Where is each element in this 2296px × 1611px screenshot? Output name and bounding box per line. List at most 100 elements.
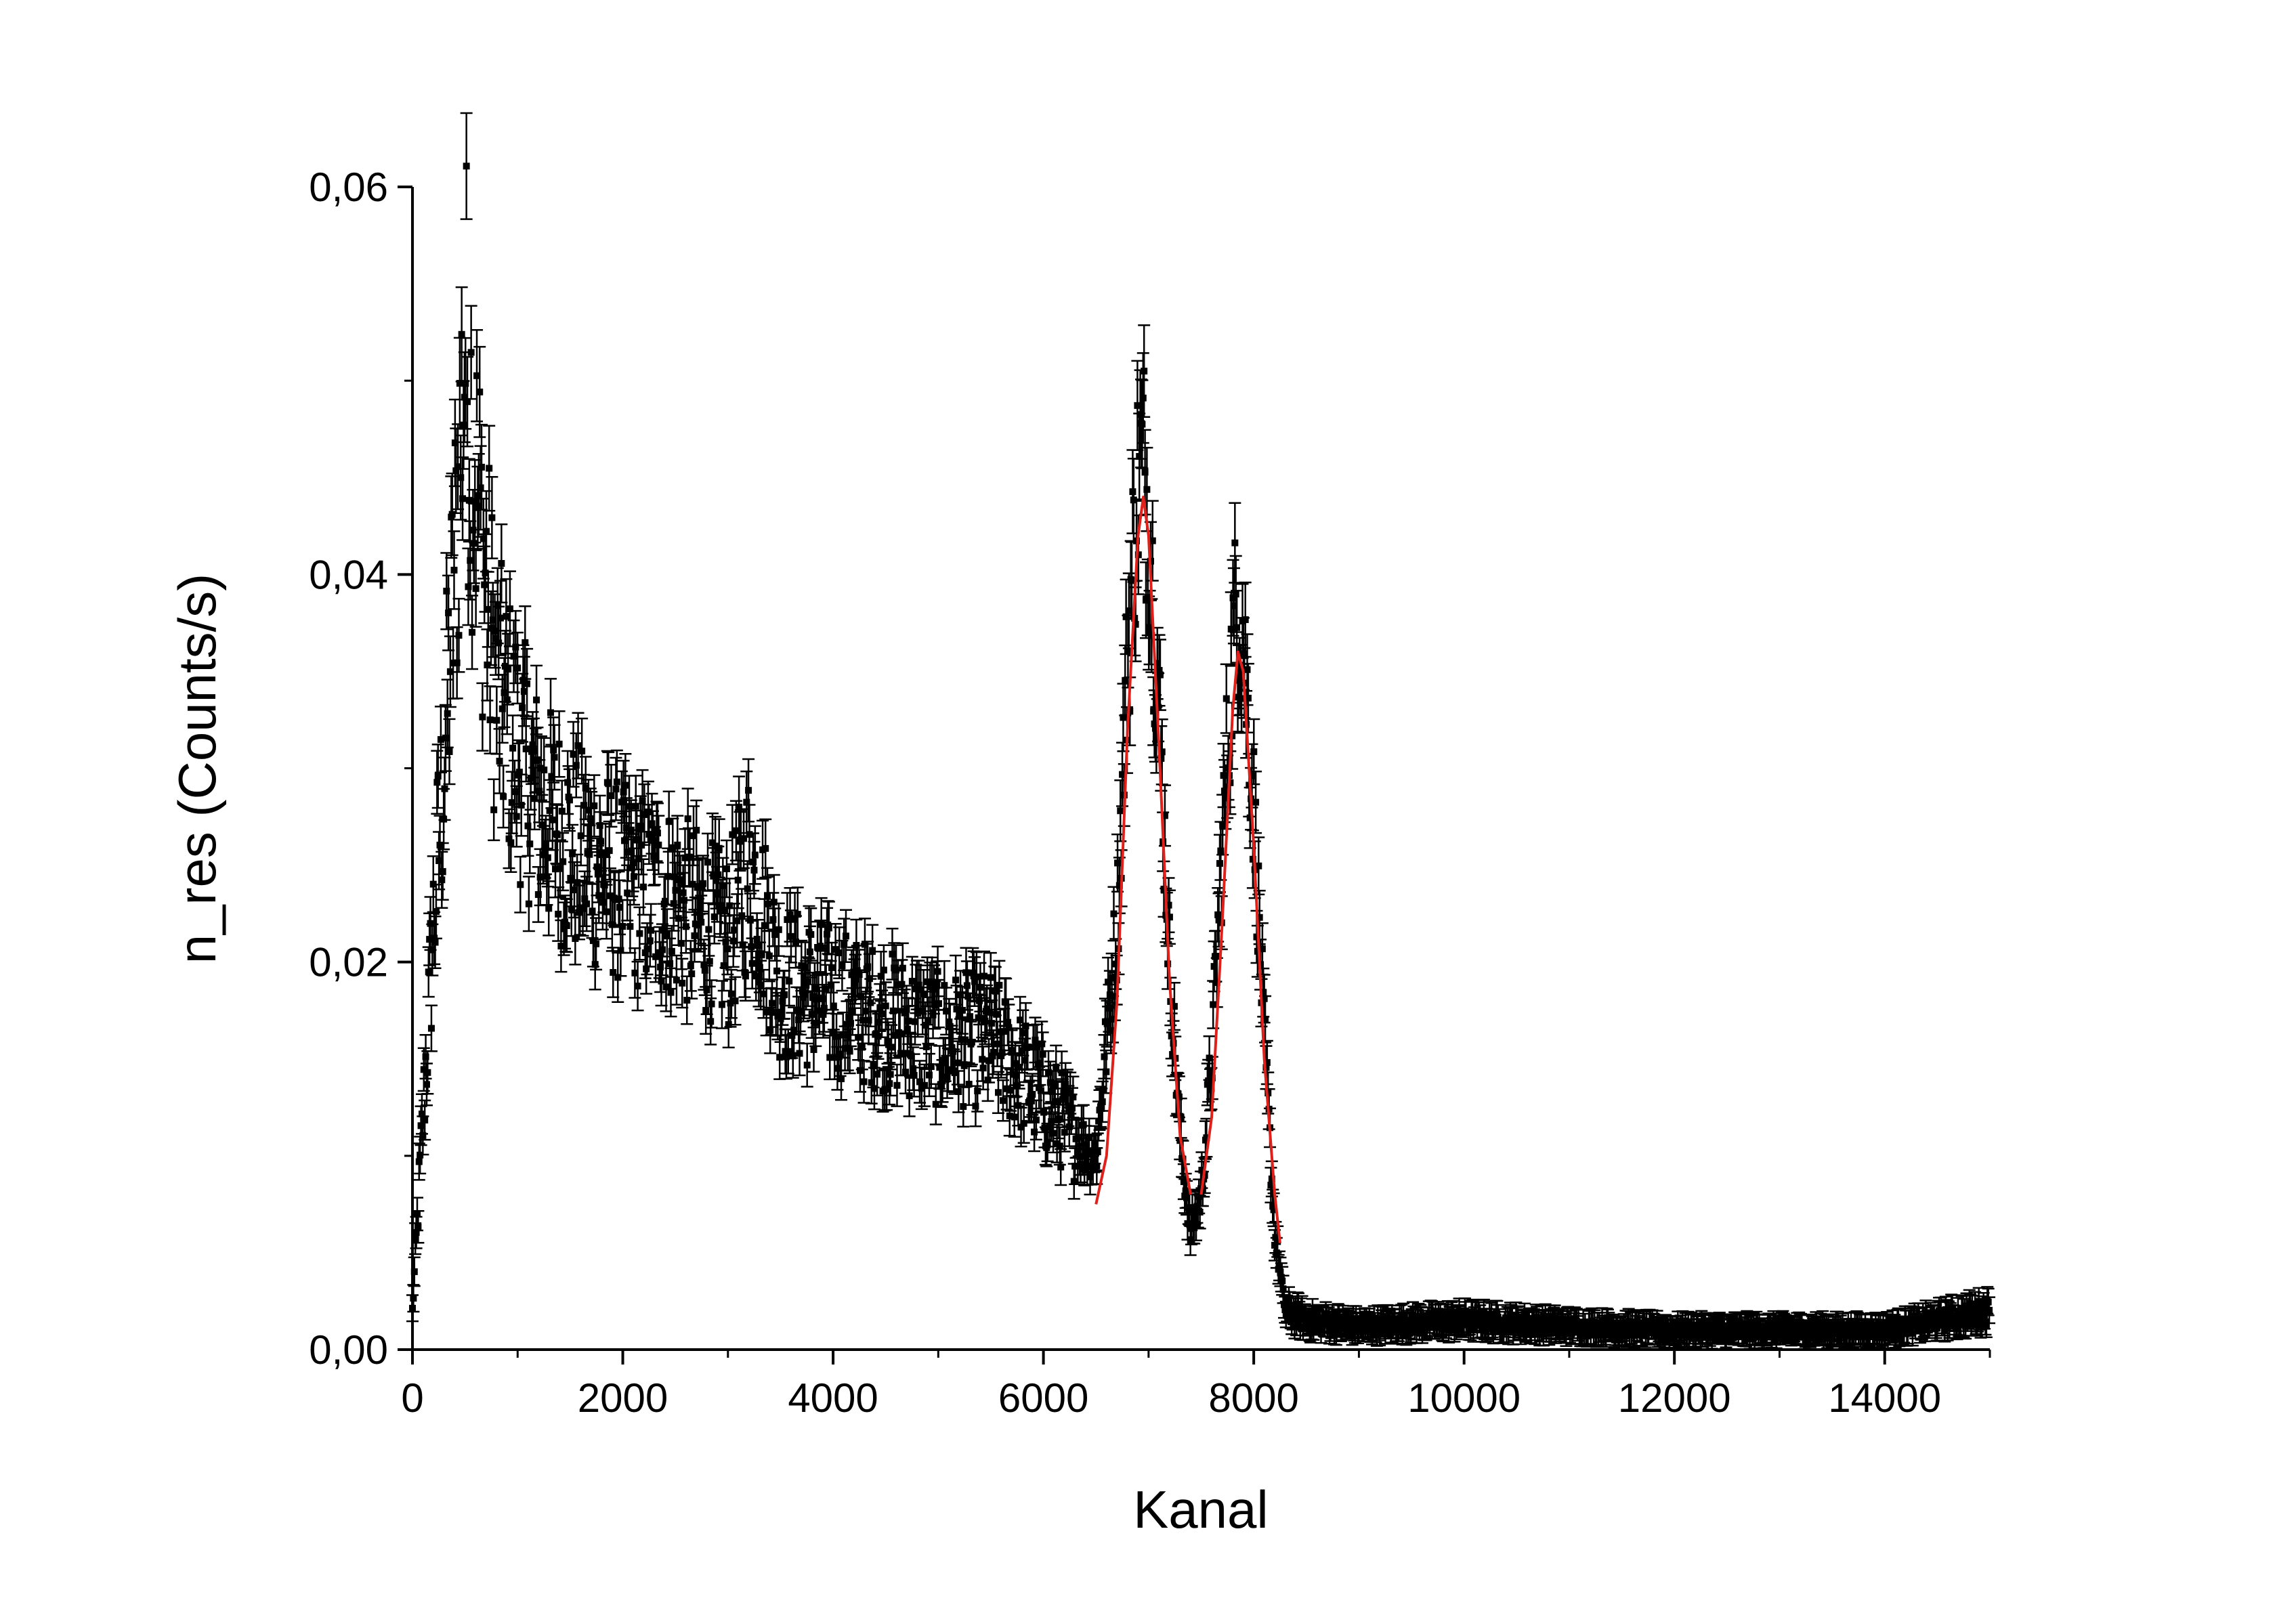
data-point — [1196, 1208, 1204, 1216]
data-point — [836, 949, 843, 957]
data-point — [417, 1122, 425, 1130]
data-point — [819, 995, 826, 1003]
data-point — [684, 815, 692, 823]
data-point — [675, 915, 682, 922]
data-point — [862, 1008, 870, 1015]
data-point — [893, 1081, 901, 1089]
data-point — [999, 1097, 1006, 1104]
data-point — [996, 981, 1003, 989]
data-point — [705, 926, 713, 933]
data-point — [1091, 1141, 1099, 1148]
data-point — [1057, 1163, 1065, 1171]
data-point — [668, 947, 675, 955]
data-point — [1299, 1324, 1306, 1331]
data-point — [1089, 1163, 1097, 1170]
data-point — [1556, 1325, 1563, 1333]
data-point — [765, 900, 772, 907]
data-point — [971, 978, 979, 985]
data-point — [691, 932, 698, 939]
data-point — [503, 696, 511, 704]
data-point — [1120, 714, 1127, 721]
data-point — [815, 1007, 823, 1014]
data-point — [429, 946, 436, 953]
data-point — [769, 916, 777, 923]
data-point — [1286, 1302, 1294, 1309]
data-point — [448, 511, 456, 518]
data-point — [935, 1000, 942, 1008]
data-point — [1574, 1325, 1581, 1332]
data-point — [893, 966, 900, 974]
data-point — [509, 744, 517, 752]
data-point — [649, 837, 656, 844]
data-point — [905, 1017, 912, 1025]
data-point — [1141, 469, 1149, 476]
data-point — [1055, 1115, 1063, 1122]
data-point — [1372, 1322, 1379, 1329]
data-point — [1017, 1123, 1025, 1131]
data-point — [1268, 1175, 1275, 1182]
data-point — [1581, 1323, 1589, 1330]
data-point — [491, 627, 498, 635]
data-point — [655, 841, 662, 849]
data-point — [796, 1050, 803, 1057]
data-point — [658, 977, 665, 985]
data-point — [496, 614, 504, 622]
data-point — [1249, 855, 1256, 863]
data-point — [546, 807, 553, 814]
data-point — [475, 492, 482, 499]
data-point — [1065, 1123, 1073, 1130]
data-point — [703, 987, 710, 994]
data-point — [517, 802, 525, 809]
data-point — [484, 605, 492, 613]
data-point — [422, 1053, 429, 1060]
data-point — [1310, 1324, 1317, 1331]
data-point — [963, 982, 971, 989]
data-point — [1483, 1318, 1491, 1325]
data-point — [469, 628, 476, 636]
data-point — [1165, 901, 1172, 909]
data-point — [1048, 1118, 1055, 1125]
data-point — [1143, 486, 1151, 493]
data-point — [1269, 1203, 1277, 1210]
data-point — [1219, 821, 1227, 828]
data-point — [677, 940, 685, 947]
data-point — [1206, 1054, 1213, 1062]
data-point — [461, 393, 468, 401]
data-point — [1365, 1318, 1373, 1325]
data-point — [517, 881, 524, 888]
data-point — [1203, 1134, 1210, 1142]
data-point — [1002, 999, 1010, 1006]
data-point — [690, 832, 698, 840]
data-point — [1338, 1324, 1346, 1331]
data-point — [964, 993, 972, 1000]
data-point — [806, 948, 813, 955]
data-point — [762, 844, 769, 852]
data-point — [453, 659, 461, 666]
data-point — [613, 778, 620, 786]
data-point — [1319, 1315, 1327, 1323]
data-point — [744, 885, 751, 893]
data-point — [796, 1008, 804, 1015]
data-point — [605, 780, 612, 788]
data-point — [1124, 648, 1132, 656]
data-point — [1157, 754, 1165, 762]
data-point — [482, 570, 489, 577]
data-point — [704, 859, 711, 866]
data-point — [1059, 1096, 1067, 1103]
data-point — [721, 907, 729, 914]
data-point — [1106, 991, 1113, 999]
data-point — [677, 880, 684, 887]
data-point — [1214, 911, 1222, 918]
data-point — [1501, 1320, 1508, 1328]
data-point — [700, 961, 708, 968]
data-point — [1107, 1027, 1115, 1034]
data-point — [1495, 1318, 1503, 1325]
data-point — [1505, 1328, 1512, 1335]
data-point — [658, 946, 666, 953]
data-point — [1250, 748, 1258, 756]
data-point — [555, 740, 563, 748]
data-point — [750, 858, 757, 865]
data-point — [1070, 1178, 1078, 1185]
data-point — [996, 1028, 1004, 1035]
data-point — [767, 1027, 774, 1034]
